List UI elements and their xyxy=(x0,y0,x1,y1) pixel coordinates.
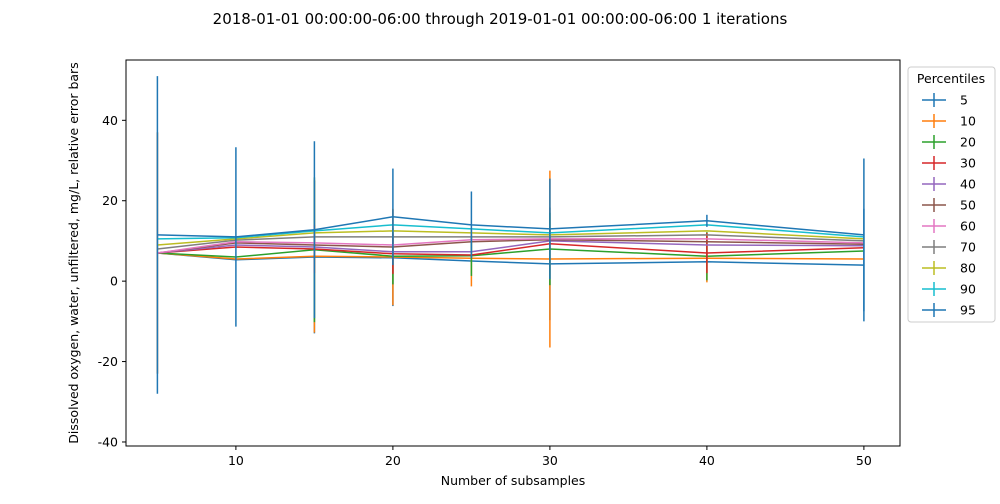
series-60 xyxy=(157,238,864,254)
series-50 xyxy=(157,238,864,254)
series-line-80 xyxy=(157,230,864,246)
legend-label: 70 xyxy=(960,240,976,255)
legend-frame xyxy=(907,66,996,323)
series-70 xyxy=(157,234,864,250)
legend-label: 5 xyxy=(960,93,968,108)
legend-entry-10: 10 xyxy=(922,114,976,129)
x-tick-label: 50 xyxy=(856,453,872,468)
series-line-10 xyxy=(157,252,864,260)
legend-entry-5: 5 xyxy=(922,93,968,108)
legend-label: 40 xyxy=(960,177,976,192)
legend-label: 95 xyxy=(960,303,976,318)
legend-label: 80 xyxy=(960,261,976,276)
legend-label: 50 xyxy=(960,198,976,213)
series-line-95 xyxy=(157,216,864,238)
x-axis-label: Number of subsamples xyxy=(441,473,586,488)
series-80 xyxy=(157,230,864,246)
legend-label: 90 xyxy=(960,282,976,297)
legend-entry-40: 40 xyxy=(922,177,976,192)
x-tick-label: 40 xyxy=(699,453,715,468)
plot-frame xyxy=(125,59,901,447)
x-tick-label: 10 xyxy=(228,453,244,468)
legend-entry-60: 60 xyxy=(922,219,976,234)
legend-title: Percentiles xyxy=(917,71,985,86)
y-tick-label: 20 xyxy=(102,193,118,208)
y-tick-label: -20 xyxy=(98,354,118,369)
y-tick-label: 40 xyxy=(102,113,118,128)
legend-entry-50: 50 xyxy=(922,198,976,213)
series-line-40 xyxy=(157,240,864,254)
series-line-90 xyxy=(157,224,864,240)
series-line-5 xyxy=(157,252,864,266)
plot-area xyxy=(156,76,865,394)
legend-entry-20: 20 xyxy=(922,135,976,150)
x-tick-label: 20 xyxy=(385,453,401,468)
series-line-60 xyxy=(157,238,864,254)
legend-entry-70: 70 xyxy=(922,240,976,255)
y-tick-label: -40 xyxy=(98,434,118,449)
chart-title: 2018-01-01 00:00:00-06:00 through 2019-0… xyxy=(213,10,788,28)
legend-label: 10 xyxy=(960,114,976,129)
series-30 xyxy=(157,224,864,274)
series-40 xyxy=(157,240,864,254)
legend: Percentiles 5 10 20 30 40 50 60 70 80 90 95 xyxy=(907,66,996,323)
series-line-30 xyxy=(157,243,864,256)
legend-label: 60 xyxy=(960,219,976,234)
series-90 xyxy=(157,224,864,240)
y-axis-label: Dissolved oxygen, water, unfiltered, mg/… xyxy=(66,62,81,443)
legend-label: 20 xyxy=(960,135,976,150)
legend-entry-90: 90 xyxy=(922,282,976,297)
series-95 xyxy=(156,76,865,394)
x-tick-label: 30 xyxy=(542,453,558,468)
series-line-50 xyxy=(157,238,864,254)
series-line-20 xyxy=(157,248,864,258)
y-tick-label: 0 xyxy=(110,274,118,289)
legend-label: 30 xyxy=(960,156,976,171)
legend-entry-30: 30 xyxy=(922,156,976,171)
series-line-70 xyxy=(157,234,864,250)
legend-entry-95: 95 xyxy=(922,303,976,318)
legend-entry-80: 80 xyxy=(922,261,976,276)
